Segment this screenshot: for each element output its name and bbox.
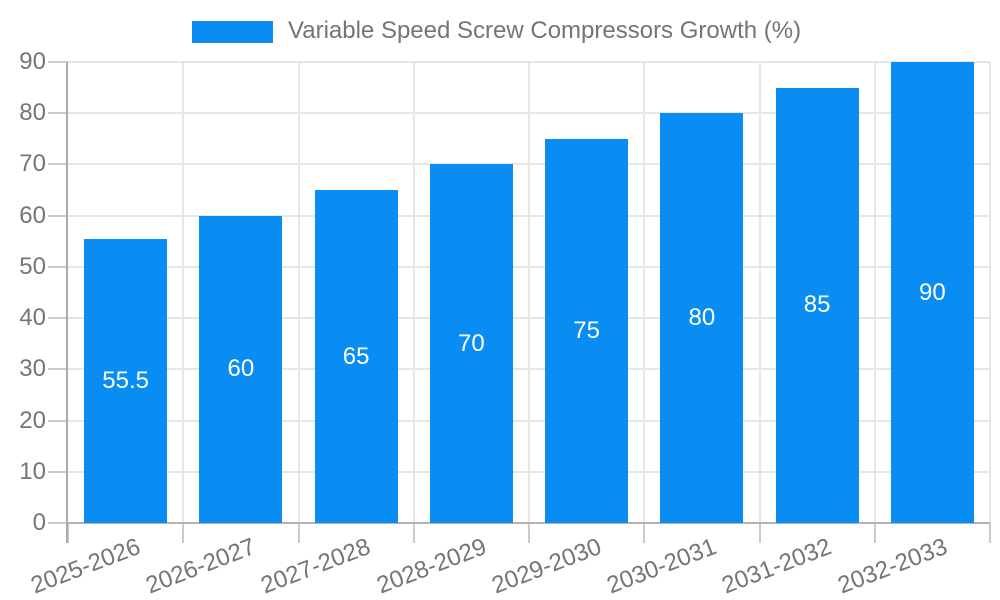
- y-axis-tick-label: 60: [19, 201, 46, 229]
- y-axis-tick: [48, 265, 68, 268]
- x-axis-tick: [873, 523, 876, 543]
- x-axis-tick: [989, 523, 991, 543]
- bar-value-label: 60: [227, 355, 255, 383]
- chart-legend: Variable Speed Screw Compressors Growth …: [0, 0, 1000, 50]
- bar[interactable]: 90: [890, 62, 974, 523]
- gridline-vertical: [297, 62, 300, 523]
- bar-value-label: 65: [342, 342, 370, 370]
- gridline-vertical: [989, 62, 991, 523]
- y-axis-tick-label: 80: [19, 99, 46, 127]
- x-axis-tick: [643, 523, 646, 543]
- bar-value-label: 85: [803, 291, 831, 319]
- y-axis-tick: [48, 522, 68, 524]
- x-axis-line: [66, 522, 990, 524]
- y-axis-tick: [48, 368, 68, 371]
- x-axis-tick-label: 2025-2026: [27, 533, 144, 600]
- y-axis-tick: [48, 112, 68, 115]
- y-axis-tick-label: 20: [19, 406, 46, 434]
- plot-area: 55.5 60 65 70 75 80 85 90 0 10 20 30 40 50 60 70 80 90 2…: [19, 49, 991, 599]
- y-axis-tick-label: 0: [32, 509, 46, 536]
- x-axis-tick-label: 2029-2030: [488, 533, 605, 600]
- x-axis-tick: [528, 523, 530, 543]
- y-axis-tick: [48, 214, 68, 217]
- x-axis-tick: [758, 523, 761, 543]
- bar[interactable]: 60: [199, 215, 283, 523]
- y-axis-tick: [48, 317, 68, 320]
- y-axis-tick-label: 40: [19, 304, 46, 332]
- bar-value-label: 70: [458, 329, 485, 357]
- gridline-vertical: [528, 62, 530, 523]
- gridline-vertical: [873, 62, 876, 523]
- gridline-vertical: [643, 62, 646, 523]
- y-axis-tick: [48, 470, 68, 473]
- y-axis-tick-label: 50: [19, 252, 46, 280]
- x-axis-tick-label: 2028-2029: [372, 533, 490, 600]
- gridline-vertical: [758, 62, 761, 523]
- gridline-vertical: [182, 62, 185, 523]
- bar[interactable]: 65: [314, 190, 398, 523]
- x-axis-tick: [297, 523, 300, 543]
- y-axis-line: [66, 62, 68, 543]
- bar-value-label: 75: [573, 316, 600, 344]
- bar-value-label: 90: [919, 278, 946, 306]
- x-axis-tick-label: 2032-2033: [833, 533, 951, 600]
- y-axis-tick-label: 90: [19, 48, 46, 75]
- x-axis-tick: [412, 523, 415, 543]
- x-axis-tick: [67, 523, 69, 543]
- x-axis-tick-label: 2031-2032: [718, 533, 836, 600]
- x-axis-tick-label: 2026-2027: [142, 533, 260, 600]
- x-axis-tick-label: 2030-2031: [603, 533, 721, 600]
- bar[interactable]: 80: [660, 113, 744, 523]
- bar[interactable]: 70: [429, 164, 513, 523]
- bar-value-label: 80: [688, 304, 716, 332]
- y-axis-tick-label: 10: [19, 457, 46, 485]
- y-axis-tick-label: 30: [19, 355, 46, 383]
- bar-value-label: 55.5: [102, 366, 149, 394]
- bar[interactable]: 75: [545, 138, 629, 523]
- x-axis-tick-label: 2027-2028: [257, 533, 375, 600]
- y-axis-tick: [48, 163, 68, 166]
- bar[interactable]: 85: [775, 87, 859, 523]
- bar[interactable]: 55.5: [84, 238, 168, 523]
- legend-swatch[interactable]: [192, 21, 273, 43]
- legend-label[interactable]: Variable Speed Screw Compressors Growth …: [288, 17, 802, 44]
- y-axis-tick-label: 70: [19, 150, 46, 178]
- y-axis-tick: [48, 419, 68, 422]
- gridline-vertical: [412, 62, 415, 523]
- x-axis-tick: [182, 523, 185, 543]
- y-axis-tick: [48, 61, 68, 64]
